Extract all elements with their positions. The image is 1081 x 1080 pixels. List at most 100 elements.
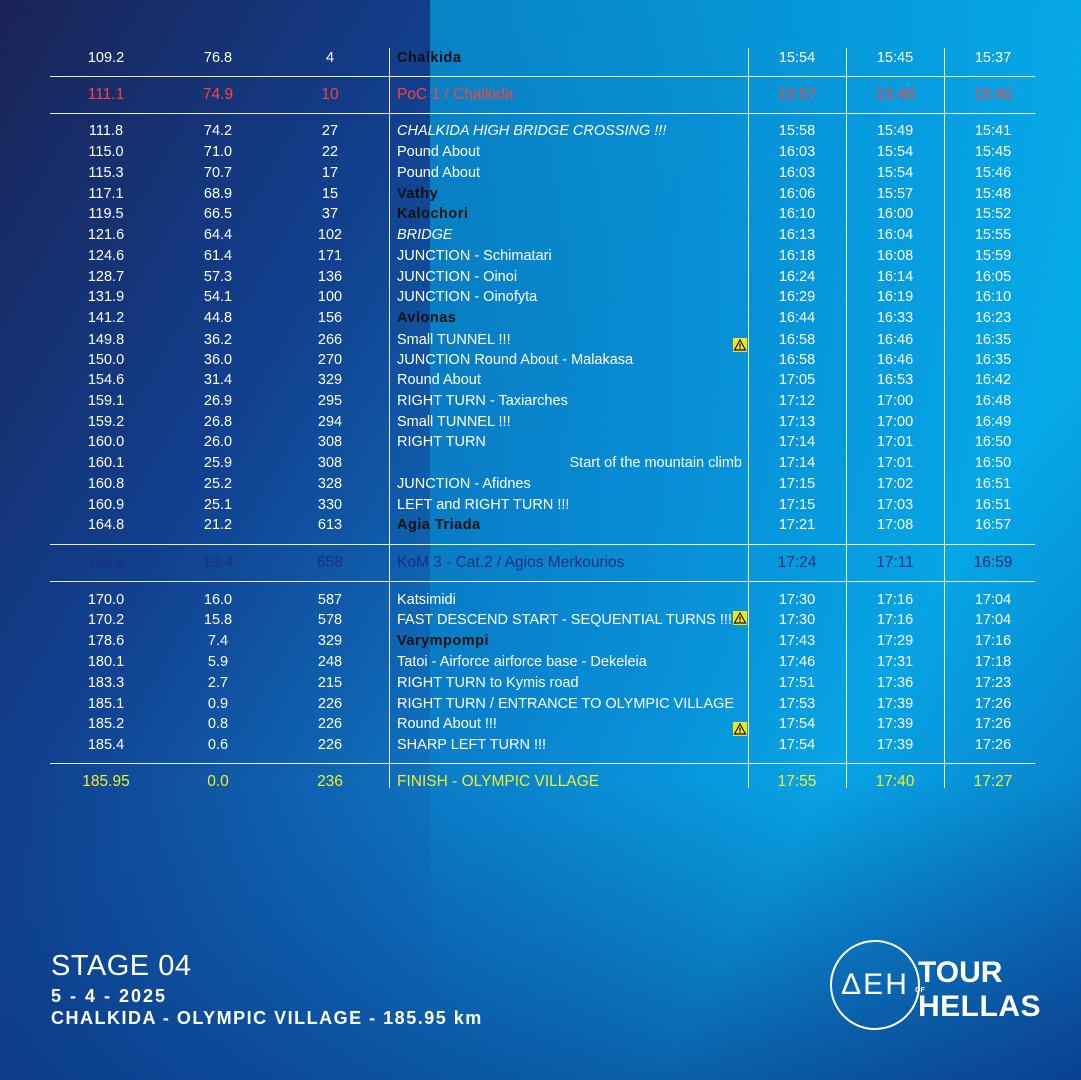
distance-cell: 178.6 <box>87 633 125 649</box>
distance-cell: 185.2 <box>87 716 125 732</box>
time-cell: 16:48 <box>974 393 1012 409</box>
distance-cell: 160.1 <box>87 455 125 471</box>
location-cell: FAST DESCEND START - SEQUENTIAL TURNS !!… <box>397 612 732 628</box>
table-row: 149.8 36.2 266 Small TUNNEL !!! 16:58 16:46 16… <box>0 330 1081 352</box>
distance-cell: 109.2 <box>87 50 125 66</box>
distance-cell: 64.4 <box>203 227 233 243</box>
distance-cell: 10 <box>321 86 339 103</box>
distance-cell: 117.1 <box>88 186 124 202</box>
time-cell: 16:23 <box>974 310 1012 326</box>
distance-cell: 160.0 <box>87 434 125 450</box>
table-row: 115.0 71.0 22 Pound About 16:03 15:54 15:45 <box>0 142 1081 162</box>
location-cell: KoM 3 - Cat.2 / Agios Merkourios <box>397 554 625 571</box>
time-cell: 16:42 <box>974 372 1012 388</box>
distance-cell: 159.2 <box>87 414 125 430</box>
distance-cell: 329 <box>317 372 343 388</box>
location-cell: BRIDGE <box>397 227 453 243</box>
time-cell: 17:36 <box>876 675 914 691</box>
time-cell: 15:45 <box>974 144 1012 160</box>
time-cell: 15:37 <box>974 50 1012 66</box>
distance-cell: 159.1 <box>87 393 125 409</box>
distance-cell: 185.95 <box>82 773 130 790</box>
table-row: 124.6 61.4 171 JUNCTION - Schimatari 16:18 16… <box>0 246 1081 266</box>
distance-cell: 170.0 <box>87 592 125 608</box>
time-cell: 17:21 <box>778 517 816 533</box>
table-row: 160.8 25.2 328 JUNCTION - Afidnes 17:15 17:02… <box>0 474 1081 494</box>
tour-logo: TOUR <box>918 956 1003 989</box>
location-cell: JUNCTION Round About - Malakasa <box>397 352 634 368</box>
distance-cell: 226 <box>317 696 343 712</box>
section-separator <box>50 76 1035 77</box>
time-cell: 16:50 <box>974 455 1012 471</box>
distance-cell: 215 <box>317 675 343 691</box>
warning-icon <box>733 611 747 625</box>
distance-cell: 124.6 <box>87 248 125 264</box>
hellas-logo: HELLAS <box>918 990 1041 1023</box>
distance-cell: 0.0 <box>207 773 229 790</box>
time-cell: 17:53 <box>778 696 816 712</box>
distance-cell: 115.3 <box>88 165 124 181</box>
location-cell: Vathy <box>397 186 439 202</box>
distance-cell: 74.2 <box>203 123 233 139</box>
distance-cell: 185.4 <box>87 737 125 753</box>
distance-cell: 183.3 <box>87 675 125 691</box>
distance-cell: 136 <box>317 269 343 285</box>
time-cell: 16:06 <box>778 186 816 202</box>
location-cell: RIGHT TURN to Kymis road <box>397 675 579 691</box>
column-divider <box>389 48 390 788</box>
time-cell: 17:16 <box>876 592 914 608</box>
distance-cell: 119.5 <box>88 206 124 222</box>
time-cell: 16:58 <box>778 332 816 348</box>
time-cell: 17:26 <box>974 716 1012 732</box>
distance-cell: 131.9 <box>87 289 125 305</box>
distance-cell: 160.8 <box>87 476 125 492</box>
distance-cell: 25.9 <box>203 455 233 471</box>
location-cell: Tatoi - Airforce airforce base - Dekelei… <box>397 654 647 670</box>
distance-cell: 180.1 <box>87 654 125 670</box>
distance-cell: 15 <box>321 186 339 202</box>
time-cell: 15:54 <box>876 165 914 181</box>
stage-title: STAGE 04 <box>51 950 192 982</box>
time-cell: 16:19 <box>876 289 914 305</box>
time-cell: 17:16 <box>876 612 914 628</box>
distance-cell: 27 <box>321 123 339 139</box>
distance-cell: 160.9 <box>87 497 125 513</box>
distance-cell: 0.6 <box>207 737 229 753</box>
tour-logo-of: OF <box>915 987 925 994</box>
distance-cell: 68.9 <box>203 186 233 202</box>
distance-cell: 226 <box>317 716 343 732</box>
time-cell: 16:59 <box>973 554 1013 571</box>
time-cell: 16:29 <box>778 289 816 305</box>
time-cell: 16:10 <box>778 206 816 222</box>
time-cell: 16:57 <box>974 517 1012 533</box>
location-cell: Round About <box>397 372 481 388</box>
distance-cell: 76.8 <box>203 50 233 66</box>
background-shade <box>0 780 1081 1080</box>
distance-cell: 17 <box>321 165 339 181</box>
distance-cell: 294 <box>317 414 343 430</box>
time-cell: 17:01 <box>876 455 914 471</box>
table-row: 111.1 74.9 10 PoC 1 / Chalkida 15:57 15:48 15:… <box>0 85 1081 105</box>
time-cell: 16:00 <box>876 206 914 222</box>
distance-cell: 295 <box>317 393 343 409</box>
time-cell: 15:54 <box>778 50 816 66</box>
distance-cell: 330 <box>317 497 343 513</box>
time-cell: 17:30 <box>778 592 816 608</box>
table-row: 160.0 26.0 308 RIGHT TURN 17:14 17:01 16:50 <box>0 432 1081 452</box>
time-cell: 17:51 <box>778 675 816 691</box>
section-separator <box>50 113 1035 114</box>
time-cell: 15:57 <box>777 86 817 103</box>
section-separator <box>50 581 1035 582</box>
location-cell: RIGHT TURN - Taxiarches <box>397 393 568 409</box>
distance-cell: 22 <box>321 144 339 160</box>
distance-cell: 308 <box>317 434 343 450</box>
time-cell: 16:51 <box>974 497 1012 513</box>
location-cell: PoC 1 / Chalkida <box>397 86 514 103</box>
time-cell: 17:13 <box>778 414 816 430</box>
location-cell: JUNCTION - Oinoi <box>397 269 518 285</box>
distance-cell: 37 <box>321 206 339 222</box>
time-cell: 17:15 <box>778 497 816 513</box>
table-row: 170.2 15.8 578 FAST DESCEND START - SEQUENT… <box>0 610 1081 630</box>
time-cell: 17:26 <box>974 696 1012 712</box>
table-row: 128.7 57.3 136 JUNCTION - Oinoi 16:24 16:14 16… <box>0 267 1081 287</box>
